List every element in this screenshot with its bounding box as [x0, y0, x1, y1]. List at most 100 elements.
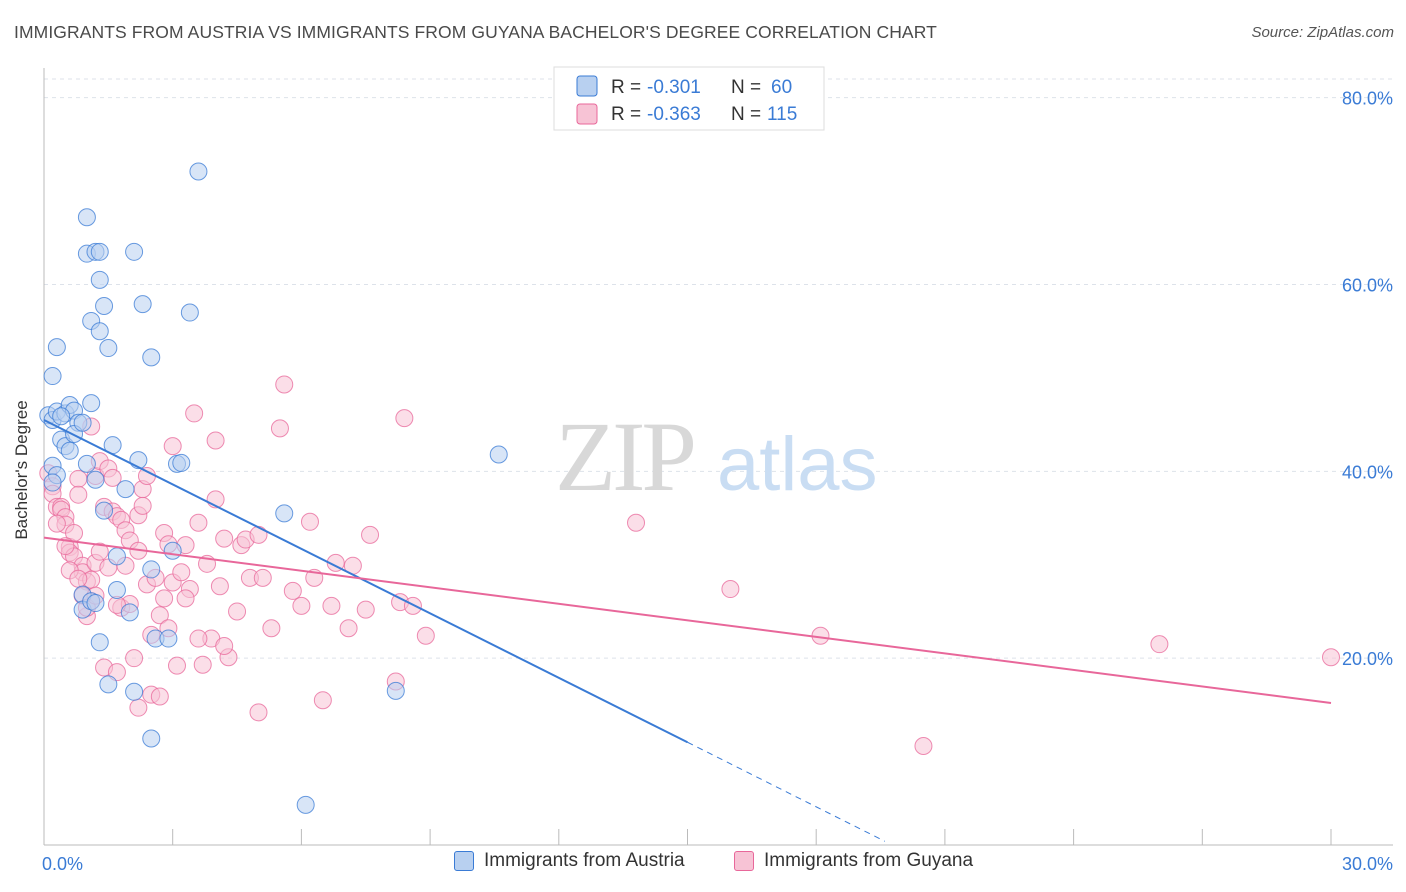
- guyana-point-13: [69, 485, 88, 504]
- legend-austria-n-value: 60: [771, 77, 792, 98]
- austria-point-2: [43, 367, 62, 386]
- guyana-point-54: [163, 437, 182, 456]
- austria-point-29: [107, 580, 126, 599]
- austria-point-23: [95, 501, 114, 520]
- guyana-point-65: [210, 577, 229, 596]
- austria-point-55: [125, 682, 144, 701]
- guyana-point-92: [416, 626, 435, 645]
- austria-point-14: [77, 454, 96, 473]
- guyana-point-76: [275, 375, 294, 394]
- y-tick-label-20: 20.0%: [1342, 649, 1393, 669]
- guyana-point-48: [150, 606, 169, 625]
- legend-guyana-r-value: -0.363: [647, 104, 701, 125]
- austria-trend-line: [43, 419, 688, 744]
- guyana-point-81: [313, 691, 332, 710]
- guyana-point-78: [292, 596, 311, 615]
- source-label: Source: ZipAtlas.com: [1251, 24, 1394, 41]
- legend-austria-r-value: -0.301: [647, 77, 701, 98]
- legend-guyana-swatch: [576, 103, 598, 125]
- austria-point-25: [95, 296, 114, 315]
- austria-point-18: [82, 394, 101, 413]
- austria-point-36: [142, 560, 161, 579]
- y-tick-label-60: 60.0%: [1342, 276, 1393, 296]
- watermark: ZIP atlas: [555, 401, 878, 512]
- y-tick-label-40: 40.0%: [1342, 462, 1393, 482]
- austria-point-52: [86, 594, 105, 613]
- austria-point-3: [47, 338, 66, 357]
- guyana-point-49: [150, 687, 169, 706]
- guyana-point-91: [403, 596, 422, 615]
- guyana-point-107: [189, 629, 208, 648]
- austria-points: [39, 162, 508, 814]
- austria-point-45: [275, 504, 294, 523]
- austria-point-48: [489, 445, 508, 464]
- legend-austria-swatch: [576, 75, 598, 97]
- guyana-point-82: [322, 596, 341, 615]
- y-tick-label-80: 80.0%: [1342, 89, 1393, 109]
- austria-trend-extension: [687, 741, 886, 842]
- austria-point-44: [189, 162, 208, 181]
- guyana-point-43: [133, 496, 152, 515]
- legend-austria-r-label: R =: [611, 77, 641, 98]
- guyana-point-66: [215, 529, 234, 548]
- austria-point-10: [60, 441, 79, 460]
- guyana-point-55: [167, 656, 186, 675]
- guyana-point-44: [137, 467, 156, 486]
- austria-point-32: [120, 603, 139, 622]
- austria-point-16: [77, 208, 96, 227]
- legend-guyana-n-label: N =: [731, 104, 761, 125]
- guyana-point-59: [185, 404, 204, 423]
- guyana-point-75: [270, 419, 289, 438]
- bottom-legend-austria[interactable]: Immigrants from Austria: [454, 850, 685, 872]
- watermark-atlas: atlas: [717, 422, 878, 507]
- guyana-point-12: [69, 469, 88, 488]
- austria-point-22: [90, 270, 109, 289]
- austria-point-20: [90, 242, 109, 261]
- austria-point-35: [142, 348, 161, 367]
- guyana-point-32: [107, 663, 126, 682]
- legend-box: [553, 66, 825, 131]
- bottom-legend-guyana-label: Immigrants from Guyana: [764, 850, 974, 871]
- guyana-point-93: [627, 513, 646, 532]
- guyana-point-73: [253, 568, 272, 587]
- austria-point-39: [159, 629, 178, 648]
- austria-point-42: [172, 453, 191, 472]
- guyana-point-102: [69, 569, 88, 588]
- guyana-point-87: [361, 525, 380, 544]
- bottom-legend-guyana-swatch: [734, 851, 754, 871]
- x-tick-label-min: 0.0%: [42, 854, 83, 874]
- guyana-point-108: [215, 637, 234, 656]
- guyana-point-72: [249, 703, 268, 722]
- tick-labels: 20.0% 40.0% 60.0% 80.0% 0.0% 30.0%: [42, 89, 1393, 874]
- austria-point-47: [386, 681, 405, 700]
- bottom-legend-austria-label: Immigrants from Austria: [484, 850, 685, 871]
- austria-point-24: [90, 322, 109, 341]
- guyana-point-79: [300, 512, 319, 531]
- legend-guyana-r-label: R =: [611, 104, 641, 125]
- guyana-point-61: [193, 655, 212, 674]
- guyana-point-96: [914, 736, 933, 755]
- guyana-point-60: [189, 513, 208, 532]
- austria-point-54: [99, 675, 118, 694]
- austria-point-53: [90, 633, 109, 652]
- guyana-point-51: [155, 589, 174, 608]
- bottom-legend-guyana[interactable]: Immigrants from Guyana: [734, 850, 973, 872]
- bottom-legend-austria-swatch: [454, 851, 474, 871]
- guyana-point-90: [395, 409, 414, 428]
- austria-point-58: [43, 473, 62, 492]
- guyana-point-109: [176, 589, 195, 608]
- guyana-point-64: [206, 431, 225, 450]
- trend-lines: [43, 419, 1332, 842]
- austria-point-46: [296, 795, 315, 814]
- guyana-point-86: [356, 600, 375, 619]
- guyana-point-112: [249, 525, 268, 544]
- x-tick-label-max: 30.0%: [1342, 854, 1393, 874]
- axes: [43, 68, 1393, 846]
- austria-point-43: [180, 303, 199, 322]
- guyana-point-99: [47, 514, 66, 533]
- bottom-legend: Immigrants from Austria Immigrants from …: [0, 850, 1406, 878]
- chart-title: IMMIGRANTS FROM AUSTRIA VS IMMIGRANTS FR…: [14, 22, 937, 42]
- watermark-zip: ZIP: [555, 401, 693, 512]
- austria-point-59: [52, 407, 71, 426]
